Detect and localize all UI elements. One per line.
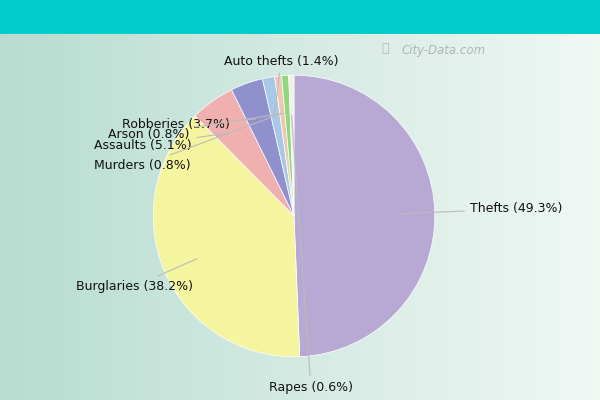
- Wedge shape: [294, 75, 435, 357]
- Wedge shape: [232, 79, 294, 216]
- Wedge shape: [289, 75, 294, 216]
- Text: Thefts (49.3%): Thefts (49.3%): [400, 202, 562, 216]
- Text: Robberies (3.7%): Robberies (3.7%): [122, 118, 256, 131]
- Text: Arson (0.8%): Arson (0.8%): [108, 113, 284, 141]
- Text: Rapes (0.6%): Rapes (0.6%): [269, 116, 353, 394]
- Wedge shape: [153, 116, 300, 357]
- Wedge shape: [275, 76, 294, 216]
- Text: Auto thefts (1.4%): Auto thefts (1.4%): [224, 55, 338, 112]
- Text: ⓘ: ⓘ: [381, 42, 389, 55]
- Text: City-Data.com: City-Data.com: [402, 44, 486, 57]
- Text: Burglaries (38.2%): Burglaries (38.2%): [76, 259, 197, 293]
- Text: Assaults (5.1%): Assaults (5.1%): [94, 132, 231, 152]
- Wedge shape: [195, 90, 294, 216]
- Text: Murders (0.8%): Murders (0.8%): [94, 114, 279, 172]
- Wedge shape: [262, 76, 294, 216]
- Wedge shape: [281, 75, 294, 216]
